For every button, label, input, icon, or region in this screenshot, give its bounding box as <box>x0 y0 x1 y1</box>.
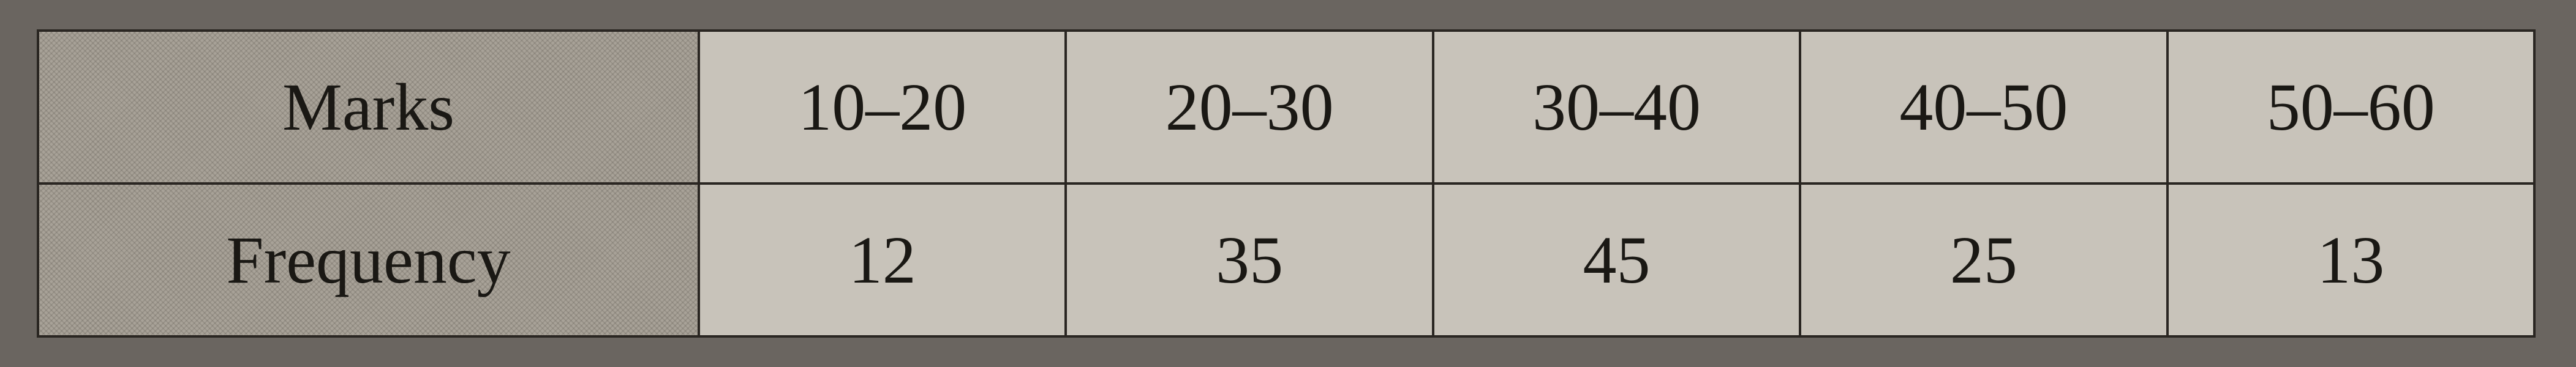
marks-range-cell: 40–50 <box>1800 31 2167 184</box>
marks-header-cell: Marks <box>38 31 699 184</box>
frequency-value-cell: 13 <box>2167 184 2534 336</box>
table-row: Marks 10–20 20–30 30–40 40–50 50–60 <box>38 31 2534 184</box>
marks-range-cell: 50–60 <box>2167 31 2534 184</box>
frequency-header-cell: Frequency <box>38 184 699 336</box>
frequency-value-cell: 12 <box>699 184 1066 336</box>
marks-range-cell: 30–40 <box>1433 31 1800 184</box>
marks-range-cell: 20–30 <box>1066 31 1433 184</box>
table-row: Frequency 12 35 45 25 13 <box>38 184 2534 336</box>
frequency-value-cell: 25 <box>1800 184 2167 336</box>
frequency-table: Marks 10–20 20–30 30–40 40–50 50–60 Freq… <box>37 29 2536 338</box>
frequency-value-cell: 45 <box>1433 184 1800 336</box>
marks-range-cell: 10–20 <box>699 31 1066 184</box>
frequency-value-cell: 35 <box>1066 184 1433 336</box>
